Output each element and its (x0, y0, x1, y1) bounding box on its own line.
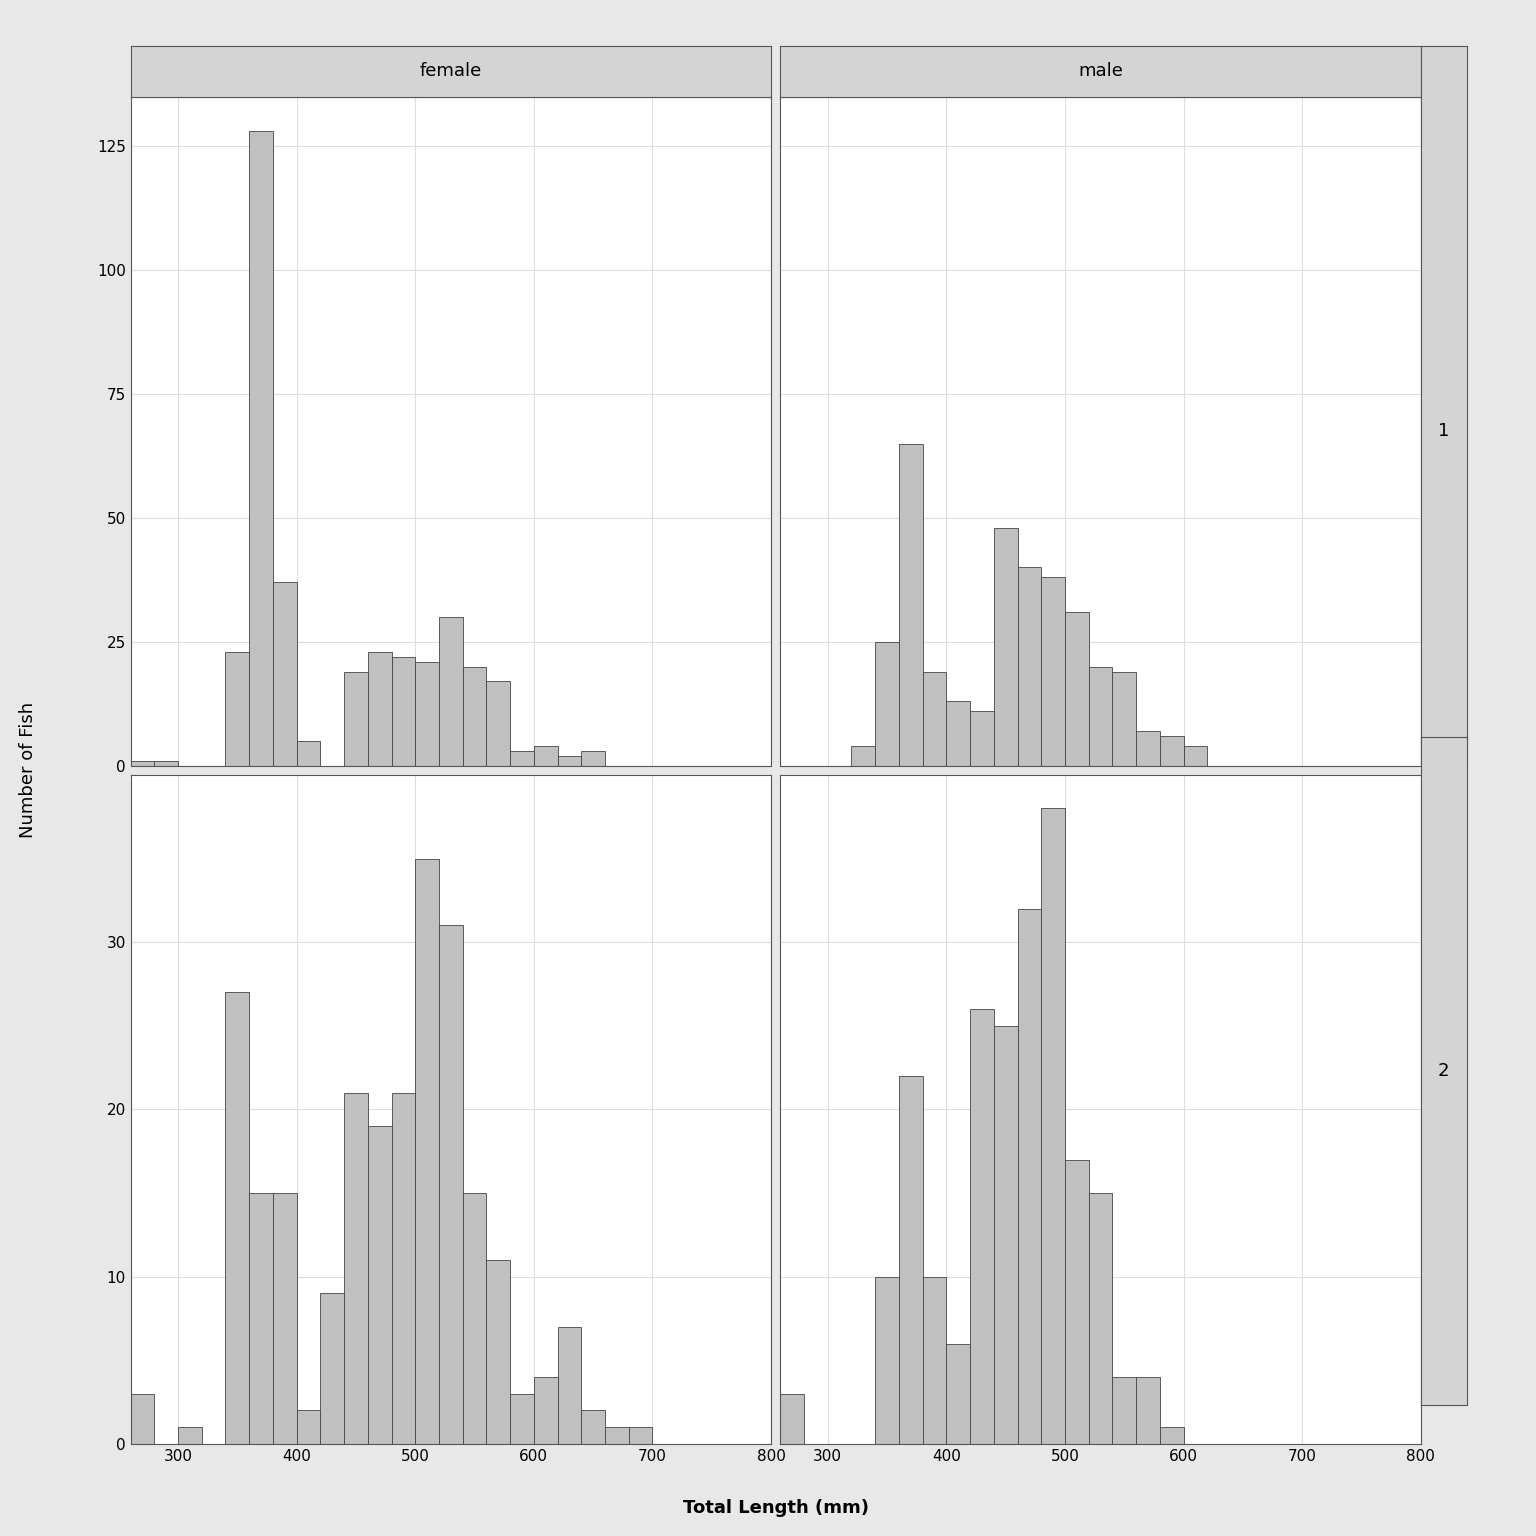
Bar (273, 1193, 296, 1444)
Bar (392, 657, 415, 765)
Bar (971, 1009, 994, 1444)
Bar (510, 751, 535, 765)
Bar (296, 1410, 321, 1444)
Bar (462, 1193, 487, 1444)
Bar (994, 1026, 1017, 1444)
Bar (971, 711, 994, 765)
Bar (605, 1427, 628, 1444)
Bar (344, 1092, 367, 1444)
Bar (439, 925, 462, 1444)
Bar (487, 682, 510, 765)
Bar (226, 992, 249, 1444)
Bar (154, 760, 178, 765)
Bar (1184, 746, 1207, 765)
Bar (1137, 731, 1160, 765)
Bar (178, 1427, 201, 1444)
Bar (415, 662, 439, 765)
Bar (1160, 1427, 1184, 1444)
Text: Number of Fish: Number of Fish (18, 702, 37, 839)
Bar (923, 671, 946, 765)
Bar (462, 667, 487, 765)
Bar (344, 671, 367, 765)
Bar (581, 751, 605, 765)
Bar (558, 756, 581, 765)
Bar (1064, 1160, 1089, 1444)
Bar (535, 1376, 558, 1444)
Bar (1017, 909, 1041, 1444)
Bar (367, 1126, 392, 1444)
Bar (367, 651, 392, 765)
Bar (581, 1410, 605, 1444)
Bar (392, 1092, 415, 1444)
Text: Total Length (mm): Total Length (mm) (682, 1499, 869, 1518)
Bar (1017, 567, 1041, 765)
Bar (321, 1293, 344, 1444)
Bar (558, 1327, 581, 1444)
Bar (1064, 611, 1089, 765)
Text: female: female (419, 63, 482, 80)
Bar (899, 444, 923, 765)
Bar (273, 582, 296, 765)
Bar (1137, 1376, 1160, 1444)
Bar (1160, 736, 1184, 765)
Bar (780, 1393, 803, 1444)
Text: male: male (1078, 63, 1123, 80)
Bar (1089, 667, 1112, 765)
Bar (296, 740, 321, 765)
Bar (535, 746, 558, 765)
Bar (876, 642, 899, 765)
Bar (899, 1075, 923, 1444)
Bar (946, 1344, 971, 1444)
Bar (923, 1276, 946, 1444)
Bar (487, 1260, 510, 1444)
Bar (510, 1393, 535, 1444)
Bar (1041, 578, 1064, 765)
Bar (876, 1276, 899, 1444)
Bar (249, 132, 273, 765)
Bar (1112, 1376, 1137, 1444)
Bar (946, 702, 971, 765)
Bar (439, 617, 462, 765)
Bar (851, 746, 876, 765)
Bar (415, 859, 439, 1444)
Bar (994, 528, 1017, 765)
Bar (226, 651, 249, 765)
Bar (131, 1393, 154, 1444)
Bar (1112, 671, 1137, 765)
Text: 2: 2 (1438, 1061, 1450, 1080)
Bar (1089, 1193, 1112, 1444)
Text: 1: 1 (1438, 422, 1450, 441)
Bar (131, 760, 154, 765)
Bar (628, 1427, 653, 1444)
Bar (1041, 808, 1064, 1444)
Bar (249, 1193, 273, 1444)
